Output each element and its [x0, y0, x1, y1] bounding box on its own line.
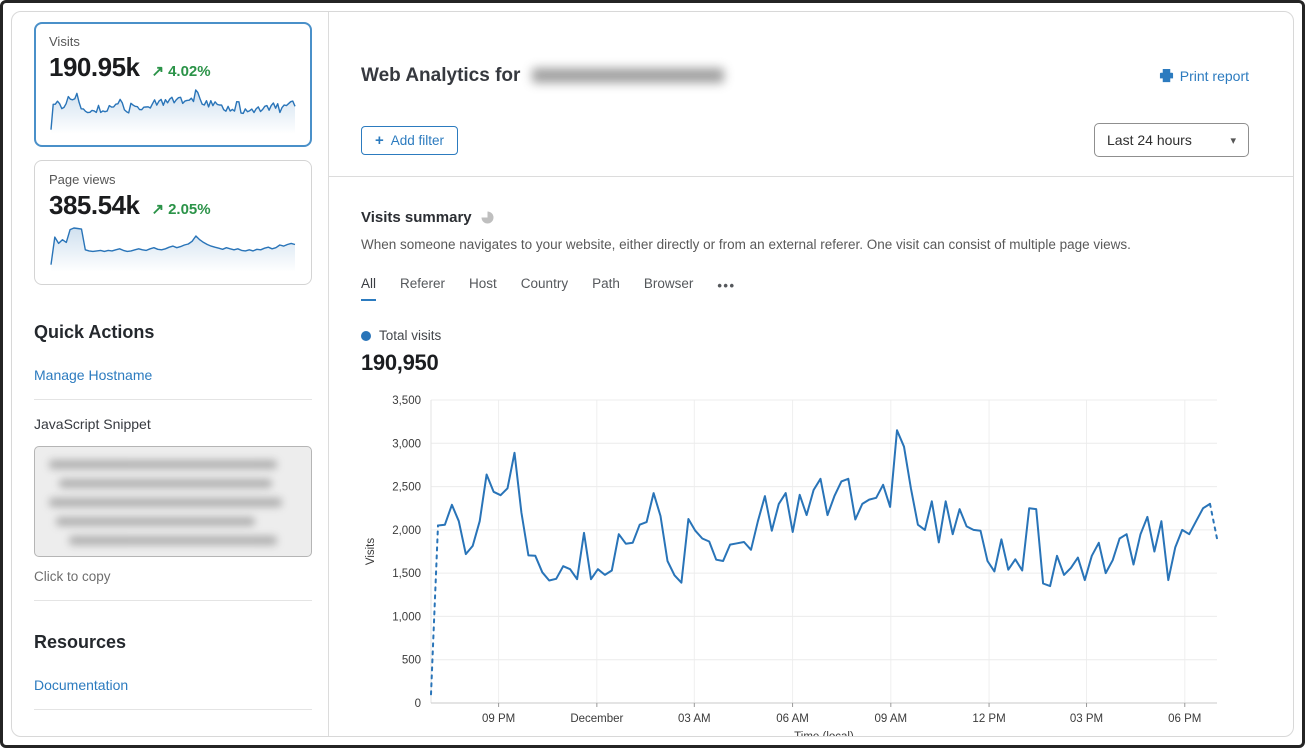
- redacted-code-line: [56, 517, 255, 526]
- redacted-code-line: [49, 498, 283, 507]
- pie-help-icon[interactable]: [480, 210, 495, 225]
- javascript-snippet-label: JavaScript Snippet: [34, 416, 151, 432]
- svg-text:12 PM: 12 PM: [972, 713, 1005, 725]
- legend-dot: [361, 330, 371, 341]
- visits-line-chart: 0 500 1,000 1,500 2,000 2,500 3,000 3,500 09 PM D…: [365, 395, 1218, 737]
- tab-referer[interactable]: Referer: [400, 276, 446, 292]
- svg-text:06 PM: 06 PM: [1168, 713, 1201, 725]
- visits-card-value: 190.95k: [49, 52, 140, 82]
- trend-up-icon: ↗: [151, 63, 165, 80]
- summary-tabs: All Referer Host Country Path Browser •••: [361, 276, 1249, 302]
- svg-text:1,500: 1,500: [392, 569, 421, 581]
- dashed-start-segment: [430, 524, 439, 696]
- visits-card-label: Visits: [49, 34, 80, 49]
- svg-text:3,000: 3,000: [392, 439, 421, 451]
- visits-card-delta: ↗ 4.02%: [151, 62, 210, 80]
- visits-stat-card[interactable]: Visits 190.95k ↗ 4.02%: [34, 22, 312, 147]
- tab-browser[interactable]: Browser: [643, 276, 694, 292]
- tab-country[interactable]: Country: [520, 276, 569, 292]
- quick-actions-heading: Quick Actions: [34, 322, 155, 342]
- visits-summary-heading: Visits summary: [361, 209, 472, 227]
- visits-chart: 0 500 1,000 1,500 2,000 2,500 3,000 3,500 09 PM D…: [361, 390, 1249, 737]
- svg-text:03 AM: 03 AM: [678, 713, 711, 725]
- time-range-dropdown[interactable]: Last 24 hours ▾: [1094, 123, 1249, 158]
- main-content: Web Analytics for Print report + Add fil…: [329, 12, 1293, 736]
- tab-all[interactable]: All: [361, 276, 377, 302]
- pageviews-delta-percent: 2.05%: [168, 201, 211, 218]
- page-title: Web Analytics for: [361, 64, 725, 87]
- total-visits-value: 190,950: [361, 350, 439, 376]
- svg-text:09 AM: 09 AM: [875, 713, 908, 725]
- chart-gridlines: [431, 399, 1217, 704]
- add-filter-label: Add filter: [390, 132, 445, 148]
- printer-icon: [1159, 69, 1173, 83]
- visits-delta-percent: 4.02%: [168, 63, 211, 80]
- plus-icon: +: [375, 131, 384, 149]
- documentation-link[interactable]: Documentation: [34, 677, 129, 693]
- redacted-domain: [532, 68, 725, 84]
- manage-hostname-link[interactable]: Manage Hostname: [34, 367, 153, 383]
- svg-text:03 PM: 03 PM: [1070, 713, 1103, 725]
- svg-text:Visits: Visits: [365, 538, 377, 566]
- svg-text:2,500: 2,500: [392, 482, 421, 494]
- analytics-panel: Visits 190.95k ↗ 4.02% Page views 385.54k…: [11, 11, 1294, 737]
- svg-text:1,000: 1,000: [392, 612, 421, 624]
- visits-summary-description: When someone navigates to your website, …: [361, 237, 1131, 253]
- redacted-code-line: [58, 479, 273, 488]
- sidebar: Visits 190.95k ↗ 4.02% Page views 385.54k…: [12, 12, 329, 736]
- pageviews-card-label: Page views: [49, 172, 116, 187]
- total-visits-legend-label: Total visits: [379, 328, 442, 344]
- svg-text:500: 500: [402, 655, 421, 667]
- visits-sparkline: [50, 89, 296, 134]
- divider: [34, 600, 312, 601]
- svg-text:3,500: 3,500: [392, 395, 421, 407]
- snippet-code-redacted[interactable]: [34, 446, 312, 557]
- svg-text:06 AM: 06 AM: [776, 713, 809, 725]
- pageviews-sparkline: [50, 227, 296, 272]
- divider: [34, 399, 312, 400]
- resources-heading: Resources: [34, 632, 127, 652]
- tab-path[interactable]: Path: [592, 276, 620, 292]
- dashed-end-segment: [1209, 503, 1218, 540]
- add-filter-button[interactable]: + Add filter: [361, 125, 459, 155]
- pageviews-card-value: 385.54k: [49, 190, 140, 220]
- redacted-code-line: [68, 536, 278, 545]
- divider: [34, 709, 312, 710]
- tabs-more-button[interactable]: •••: [717, 278, 736, 294]
- time-range-value: Last 24 hours: [1107, 132, 1192, 149]
- print-report-link[interactable]: Print report: [1159, 68, 1249, 84]
- trend-up-icon: ↗: [151, 201, 165, 218]
- svg-text:09 PM: 09 PM: [482, 713, 515, 725]
- svg-text:2,000: 2,000: [392, 525, 421, 537]
- pageviews-card-delta: ↗ 2.05%: [151, 200, 210, 218]
- click-to-copy-hint: Click to copy: [34, 569, 111, 584]
- divider: [329, 176, 1293, 178]
- svg-text:December: December: [570, 713, 623, 725]
- total-visits-line: [437, 429, 1211, 588]
- print-report-label: Print report: [1179, 67, 1249, 84]
- svg-text:0: 0: [415, 698, 421, 710]
- tab-host[interactable]: Host: [469, 276, 497, 292]
- svg-text:Time (local): Time (local): [794, 731, 854, 737]
- chevron-down-icon: ▾: [1230, 134, 1236, 147]
- redacted-code-line: [49, 460, 278, 469]
- page-title-text: Web Analytics for: [361, 64, 521, 86]
- pageviews-stat-card[interactable]: Page views 385.54k ↗ 2.05%: [34, 160, 312, 285]
